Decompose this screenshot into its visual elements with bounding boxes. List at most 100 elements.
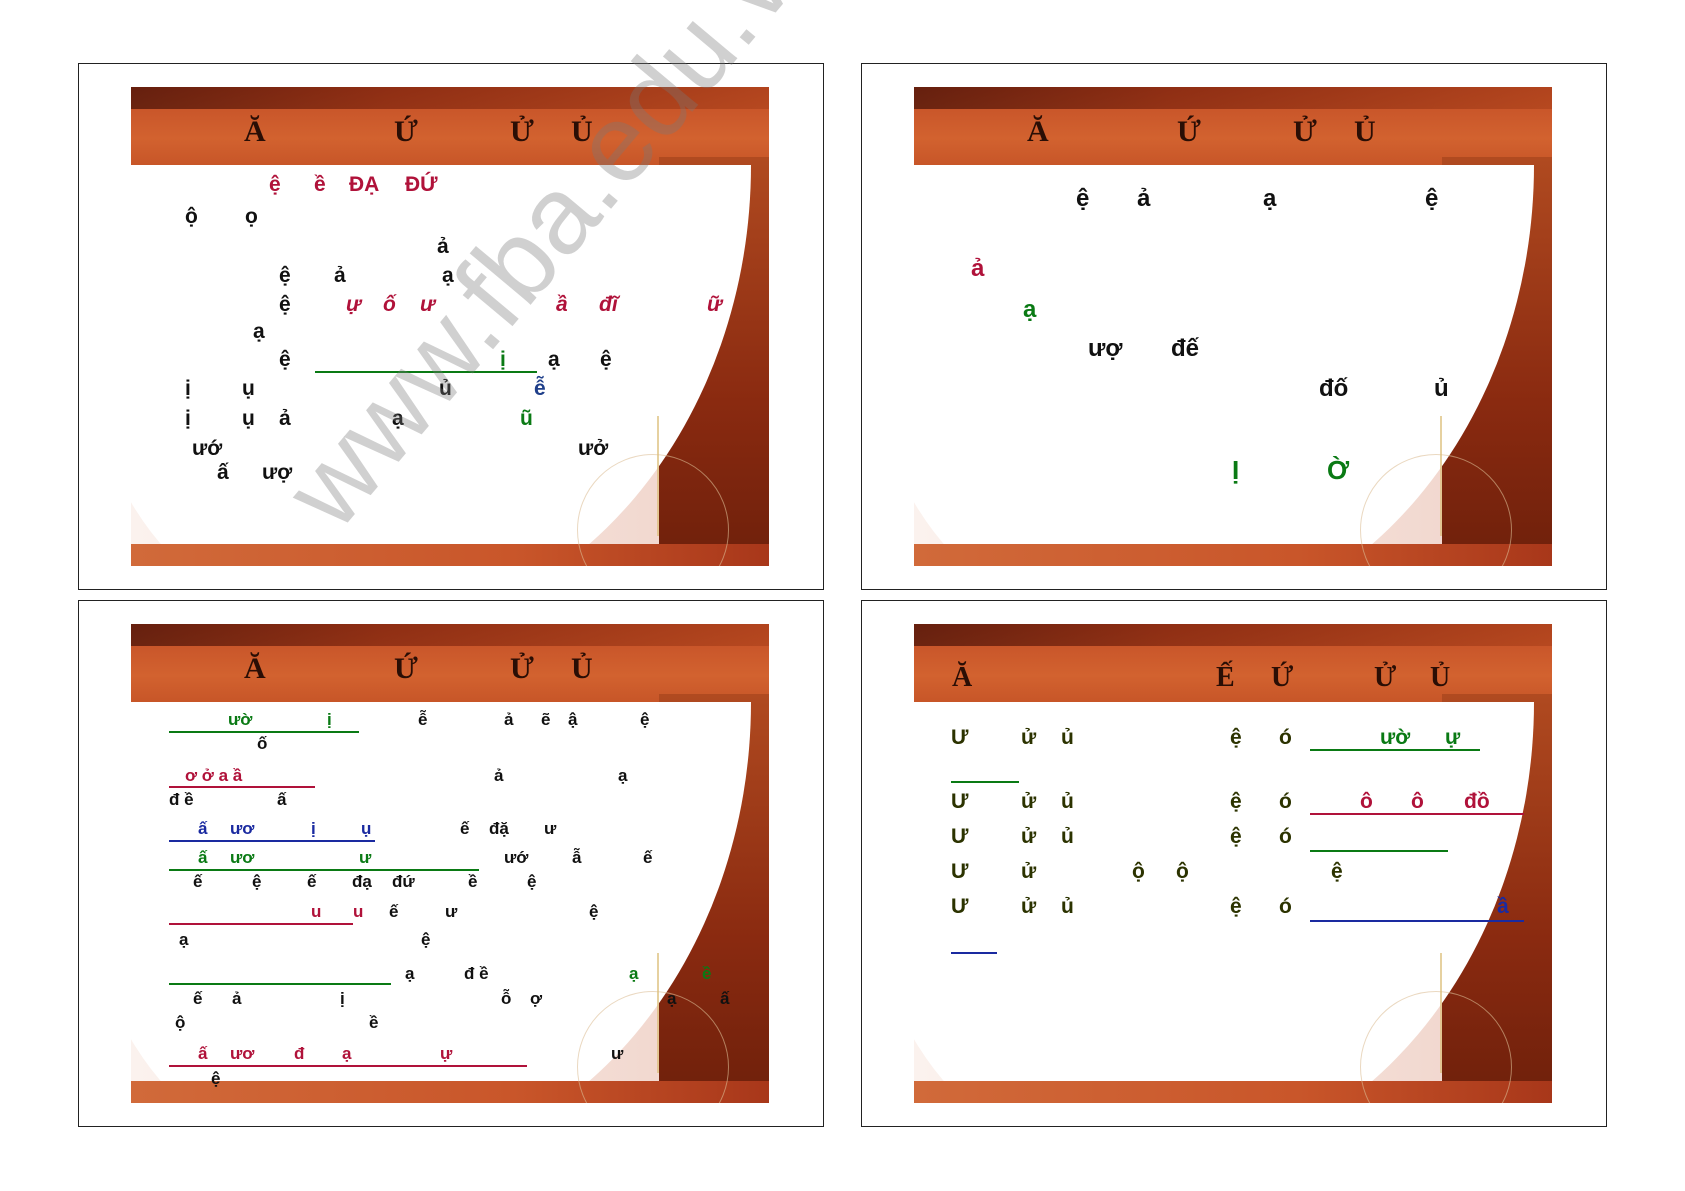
text: ấ	[198, 819, 208, 838]
text: ạ	[442, 264, 454, 287]
underline	[1310, 813, 1524, 815]
text: ử	[1021, 825, 1037, 848]
text: ụ	[361, 819, 372, 838]
text: ĐỨ	[405, 173, 438, 196]
text: đố	[1319, 375, 1349, 402]
text: ó	[1279, 790, 1292, 813]
slide-title-char: Ứ	[394, 115, 418, 148]
slide-title-char: Ứ	[1271, 662, 1294, 693]
slide-title-char: Ủ	[571, 652, 593, 685]
text: ó	[1279, 895, 1292, 918]
text: ươ	[230, 848, 255, 867]
slide-title-char: Ă	[244, 652, 266, 685]
text: ỗ	[501, 989, 512, 1008]
text: ố	[257, 734, 268, 753]
text: ử	[1021, 790, 1037, 813]
text: ề	[702, 964, 712, 983]
underline	[169, 786, 315, 788]
text: ề	[314, 173, 326, 196]
text: ộ	[185, 205, 198, 228]
text: ự	[1445, 726, 1461, 749]
text: ệ	[279, 293, 291, 316]
slide-title-char: Ă	[1027, 115, 1049, 148]
text: ả	[971, 255, 985, 282]
slide-title-char: Ứ	[394, 652, 418, 685]
text: ễ	[534, 377, 546, 400]
text: Ư	[951, 860, 969, 883]
text: ệ	[421, 930, 431, 949]
text: ượ	[1088, 335, 1123, 362]
text: ươ	[230, 819, 255, 838]
text: đ ề	[169, 790, 194, 809]
text: u	[353, 902, 364, 921]
text: u	[311, 902, 322, 921]
text: ủ	[1061, 726, 1074, 749]
slide-title-char: Ế	[1216, 662, 1235, 693]
text: ủ	[1061, 895, 1074, 918]
text: ị	[185, 407, 191, 430]
text: ệ	[1331, 860, 1343, 883]
slide-1: Ă Ứ Ử Ủ ệ ề ĐẠ ĐỨ ộ ọ ả ệ ả ạ ệ ự ố ư ầ …	[131, 87, 769, 566]
text: ạ	[392, 407, 404, 430]
underline	[169, 923, 353, 925]
text: ệ	[1230, 825, 1242, 848]
text: đ	[294, 1044, 305, 1063]
text: Ờ	[1327, 455, 1350, 485]
text: ó	[1279, 726, 1292, 749]
text: ấ	[198, 848, 208, 867]
text: ộ	[1176, 860, 1189, 883]
slide-3: Ă Ứ Ử Ủ ườ ị ễ ả ẽ ậ ệ ố ơ ở a ầ ả ạ đ ề…	[131, 624, 769, 1103]
text: ệ	[1230, 790, 1242, 813]
slide-title-char: Ử	[510, 115, 534, 148]
text: đạ	[352, 872, 372, 891]
underline	[1310, 749, 1480, 751]
underline	[1310, 920, 1524, 922]
text: ượ	[262, 461, 293, 484]
underline	[169, 731, 359, 733]
text: đặ	[489, 819, 509, 838]
text: ộ	[1132, 860, 1145, 883]
text: ế	[460, 819, 470, 838]
text: ệ	[600, 348, 612, 371]
text: đứ	[392, 872, 415, 891]
text: ợ	[530, 989, 543, 1008]
text: ả	[437, 235, 449, 258]
text: ư	[611, 1044, 624, 1063]
text: ả	[504, 710, 514, 729]
text: ả	[232, 989, 242, 1008]
text: đồ	[1464, 790, 1490, 813]
text: ả	[494, 766, 504, 785]
text: Ư	[951, 825, 969, 848]
text: ế	[307, 872, 317, 891]
text: ụ	[242, 377, 255, 400]
text: đĩ	[599, 293, 618, 316]
text: ự	[346, 293, 361, 316]
text: ó	[1279, 825, 1292, 848]
slide-title-char: Ứ	[1177, 115, 1201, 148]
text: ầ	[1497, 895, 1509, 918]
text: Ị	[1232, 455, 1240, 485]
text: ộ	[175, 1013, 186, 1032]
text: ệ	[279, 348, 291, 371]
text: ườ	[1380, 726, 1411, 749]
underline	[315, 371, 537, 373]
text: ạ	[1263, 185, 1277, 212]
text: ệ	[589, 902, 599, 921]
slide-title-char: Ử	[1293, 115, 1317, 148]
text: ệ	[1425, 185, 1439, 212]
text: ư	[544, 819, 557, 838]
text: Ư	[951, 895, 969, 918]
underline	[169, 983, 391, 985]
text: ị	[340, 989, 345, 1008]
text: ễ	[418, 710, 428, 729]
text: ệ	[1230, 895, 1242, 918]
text: ấ	[720, 989, 730, 1008]
text: ề	[468, 872, 478, 891]
text: ử	[1021, 860, 1037, 883]
underline	[951, 952, 997, 954]
text: ươ	[230, 1044, 255, 1063]
text: ả	[279, 407, 291, 430]
underline	[951, 781, 1019, 783]
text: ạ	[629, 964, 639, 983]
slide-title-char: Ử	[1374, 662, 1397, 693]
